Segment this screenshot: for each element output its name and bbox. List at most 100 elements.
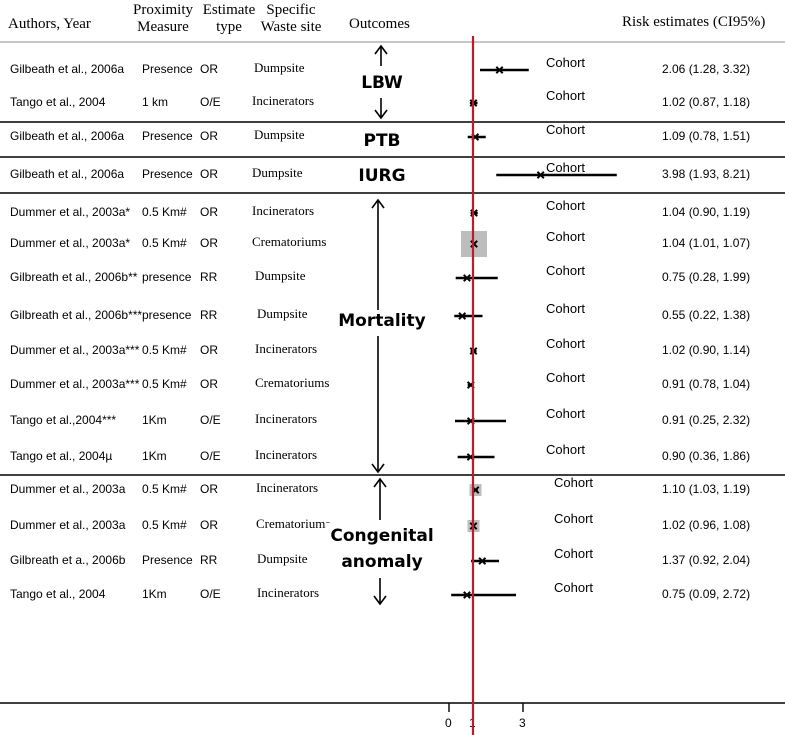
row-study-design: Cohort xyxy=(546,88,586,103)
row-proximity: 0.5 Km# xyxy=(142,482,187,496)
row-author: Dummer et al., 2003a* xyxy=(10,236,131,250)
lbw-up-arrow xyxy=(374,44,388,66)
row-risk-estimate: 0.91 (0.25, 2.32) xyxy=(662,413,751,427)
row-waste-site: Dumpsite xyxy=(254,60,305,75)
row-estimate-type: OR xyxy=(200,236,218,250)
row-proximity: Presence xyxy=(142,167,193,181)
row-author: Dummer et al., 2003a*** xyxy=(10,377,140,391)
row-proximity: presence xyxy=(142,270,192,284)
row-estimate-type: RR xyxy=(200,553,218,567)
row-author: Gilbeath et al., 2006a xyxy=(10,62,125,76)
row-proximity: 0.5 Km# xyxy=(142,343,187,357)
row-waste-site: Incinerators xyxy=(256,480,319,495)
row-waste-site: Dumpsite xyxy=(257,306,308,321)
group-label-lbw: LBW xyxy=(361,73,403,93)
row-author: Gilbreath et a., 2006b xyxy=(10,553,126,567)
row-estimate-type: RR xyxy=(200,270,218,284)
estimate-mark xyxy=(480,66,529,74)
row-waste-site: Crematoriums xyxy=(252,234,327,249)
header-estimate: Estimate type xyxy=(196,2,262,36)
row-study-design: Cohort xyxy=(554,580,594,595)
row-risk-estimate: 3.98 (1.93, 8.21) xyxy=(662,167,751,181)
header-estimate-line2: type xyxy=(216,19,242,35)
header-waste-line2: Waste site xyxy=(260,19,322,35)
row-study-design: Cohort xyxy=(554,546,594,561)
header-estimate-line1: Estimate xyxy=(202,2,256,18)
row-estimate-type: O/E xyxy=(200,413,221,427)
row-risk-estimate: 1.37 (0.92, 2.04) xyxy=(662,553,751,567)
point-estimate xyxy=(458,312,467,320)
row-study-design: Cohort xyxy=(546,370,586,385)
row-author: Dummer et al., 2003a*** xyxy=(10,343,140,357)
row-estimate-type: OR xyxy=(200,62,218,76)
point-estimate xyxy=(495,66,504,74)
x-tick-label: 0 xyxy=(445,716,452,730)
group-label-ptb: PTB xyxy=(363,131,401,151)
row-estimate-type: O/E xyxy=(200,95,221,109)
point-estimate xyxy=(463,591,471,599)
row-waste-site: Crematoriums xyxy=(255,375,330,390)
row-author: Tango et al., 2004 xyxy=(10,95,106,109)
x-tick-label: 3 xyxy=(519,716,526,730)
row-author: Tango et al., 2004 xyxy=(10,587,106,601)
row-waste-site: Dumpsite xyxy=(257,551,308,566)
header-proximity: Proximity Measure xyxy=(128,2,198,36)
row-study-design: Cohort xyxy=(546,406,586,421)
congenital-down-arrow xyxy=(373,578,387,606)
separator-lines xyxy=(0,41,785,704)
row-proximity: Presence xyxy=(142,62,193,76)
row-risk-estimate: 1.02 (0.96, 1.08) xyxy=(662,518,751,532)
row-risk-estimate: 0.55 (0.22, 1.38) xyxy=(662,308,751,322)
row-study-design: Cohort xyxy=(546,198,586,213)
row-proximity: 0.5 Km# xyxy=(142,236,187,250)
row-proximity: 0.5 Km# xyxy=(142,205,187,219)
row-waste-site: Dumpsite xyxy=(255,268,306,283)
row-estimate-type: O/E xyxy=(200,449,221,463)
row-risk-estimate: 0.75 (0.09, 2.72) xyxy=(662,587,751,601)
row-risk-estimate: 0.91 (0.78, 1.04) xyxy=(662,377,751,391)
row-author: Gilbeath et al., 2006a xyxy=(10,167,125,181)
row-waste-site: Incinerators xyxy=(255,411,318,426)
lbw-down-arrow xyxy=(374,98,388,120)
estimate-mark xyxy=(470,209,478,217)
row-author: Dummer et al., 2003a xyxy=(10,518,126,532)
row-waste-site: Crematoriums xyxy=(256,516,331,531)
row-study-design: Cohort xyxy=(546,336,586,351)
row-author: Tango et al.,2004*** xyxy=(10,413,117,427)
row-risk-estimate: 1.10 (1.03, 1.19) xyxy=(662,482,751,496)
header-outcomes: Outcomes xyxy=(349,16,410,32)
row-author: Dummer et al., 2003a* xyxy=(10,205,131,219)
row-study-design: Cohort xyxy=(546,122,586,137)
row-estimate-type: OR xyxy=(200,205,218,219)
congenital-up-arrow xyxy=(373,477,387,520)
row-waste-site: Incinerators xyxy=(255,447,318,462)
estimate-mark xyxy=(457,453,495,461)
row-estimate-type: OR xyxy=(200,377,218,391)
group-label-congenital-line2: anomaly xyxy=(341,552,423,572)
row-study-design: Cohort xyxy=(546,160,586,175)
group-arrows xyxy=(371,44,388,606)
row-author: Gilbeath et al., 2006a xyxy=(10,129,125,143)
row-proximity: 0.5 Km# xyxy=(142,377,187,391)
estimate-mark xyxy=(455,417,506,425)
estimate-mark xyxy=(496,171,617,179)
row-study-design: Cohort xyxy=(546,301,586,316)
estimate-mark xyxy=(471,557,499,565)
estimate-mark xyxy=(455,274,498,282)
row-waste-site: Incinerators xyxy=(255,341,318,356)
group-label-congenital-line1: Congenital xyxy=(330,526,434,546)
header-risk: Risk estimates (CI95%) xyxy=(622,14,766,30)
row-study-design: Cohort xyxy=(554,475,594,490)
row-author: Tango et al., 2004µ xyxy=(10,449,113,463)
row-proximity: 1Km xyxy=(142,449,167,463)
point-estimate xyxy=(463,274,471,282)
row-waste-site: Incinerators xyxy=(252,93,315,108)
point-estimate xyxy=(478,557,487,565)
row-author: Gilbreath et al., 2006b** xyxy=(10,270,138,284)
row-risk-estimate: 1.02 (0.87, 1.18) xyxy=(662,95,751,109)
row-proximity: 0.5 Km# xyxy=(142,518,187,532)
group-label-mortality: Mortality xyxy=(336,311,428,331)
estimate-mark xyxy=(451,591,516,599)
row-proximity: 1 km xyxy=(142,95,169,109)
